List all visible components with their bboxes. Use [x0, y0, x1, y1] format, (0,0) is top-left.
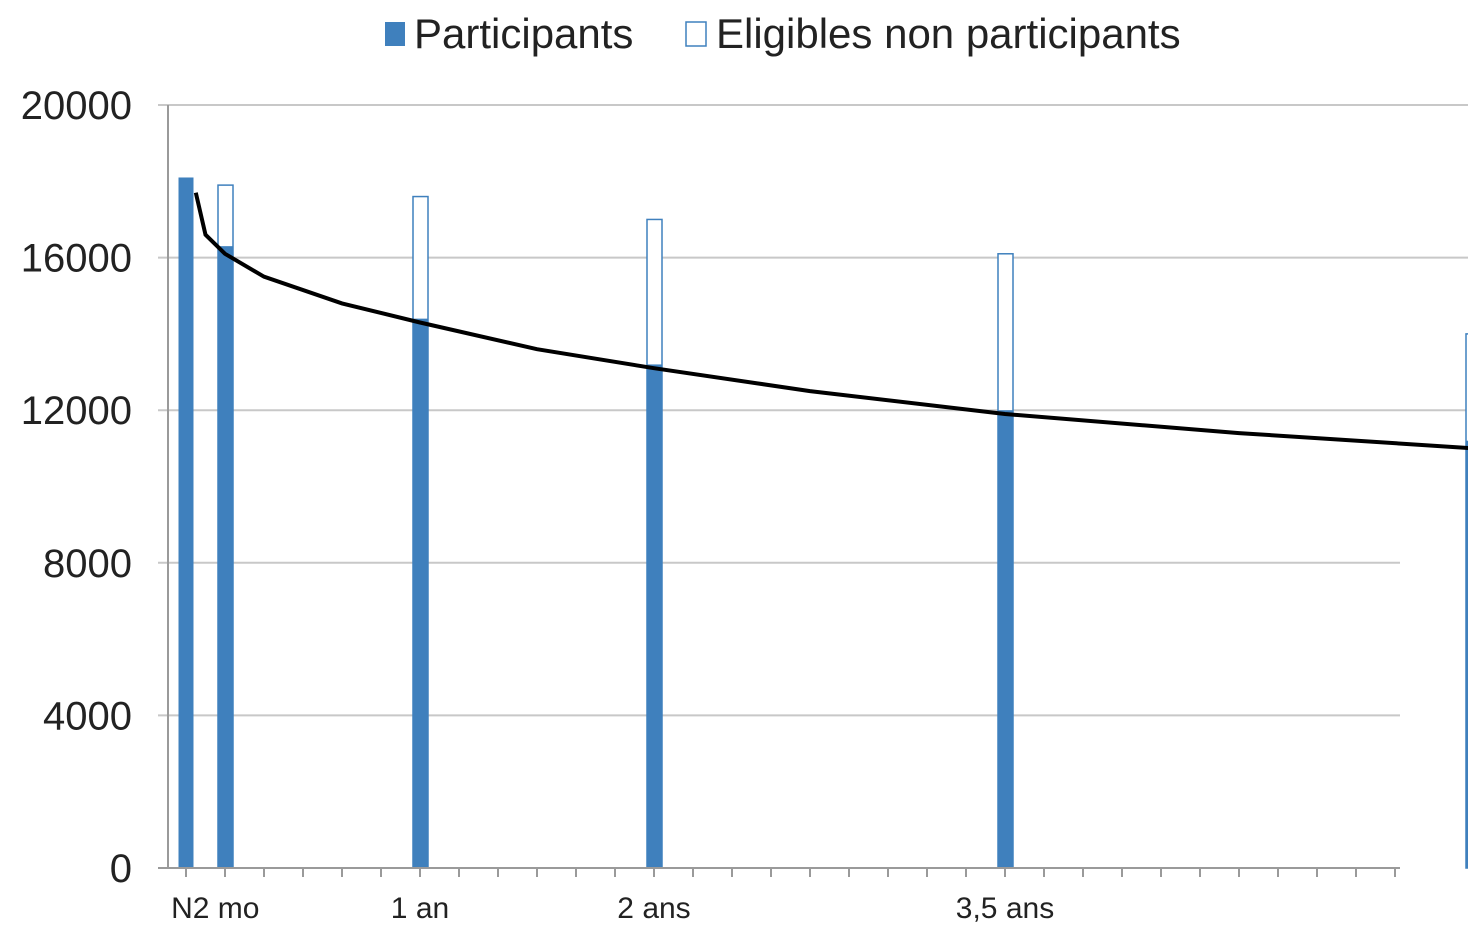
gridlines	[158, 104, 1468, 717]
legend: Participants Eligibles non participants	[385, 10, 1181, 57]
y-tick-label: 12000	[21, 389, 132, 433]
bar-participants	[646, 364, 662, 868]
bar-participants	[1465, 440, 1468, 868]
bars	[178, 177, 1468, 869]
y-tick-label: 16000	[21, 237, 132, 281]
y-tick-label: 20000	[21, 84, 132, 128]
trend-line	[193, 192, 1468, 450]
y-tick-label: 8000	[43, 542, 132, 586]
x-tick-label: N2 mo	[171, 892, 259, 925]
legend-label-participants: Participants	[414, 10, 633, 57]
x-tick-label: 3,5 ans	[956, 892, 1054, 925]
y-tick-label: 4000	[43, 694, 132, 738]
legend-swatch-eligibles	[685, 21, 707, 47]
y-tick-label: 0	[110, 847, 132, 891]
y-axis-labels: 0 4000 8000 12000 16000 20000	[21, 84, 132, 891]
x-tick-label: 2 ans	[617, 892, 690, 925]
bar-participants	[178, 177, 194, 869]
bar-participants	[412, 318, 428, 868]
legend-swatch-participants	[385, 22, 405, 46]
x-axis-labels: N2 mo 1 an 2 ans 3,5 ans	[171, 892, 1054, 925]
bar-participants	[997, 410, 1013, 868]
x-tick-label: 1 an	[391, 892, 449, 925]
bar-participants	[217, 246, 233, 868]
axes	[158, 105, 1400, 877]
legend-label-eligibles: Eligibles non participants	[716, 10, 1181, 57]
